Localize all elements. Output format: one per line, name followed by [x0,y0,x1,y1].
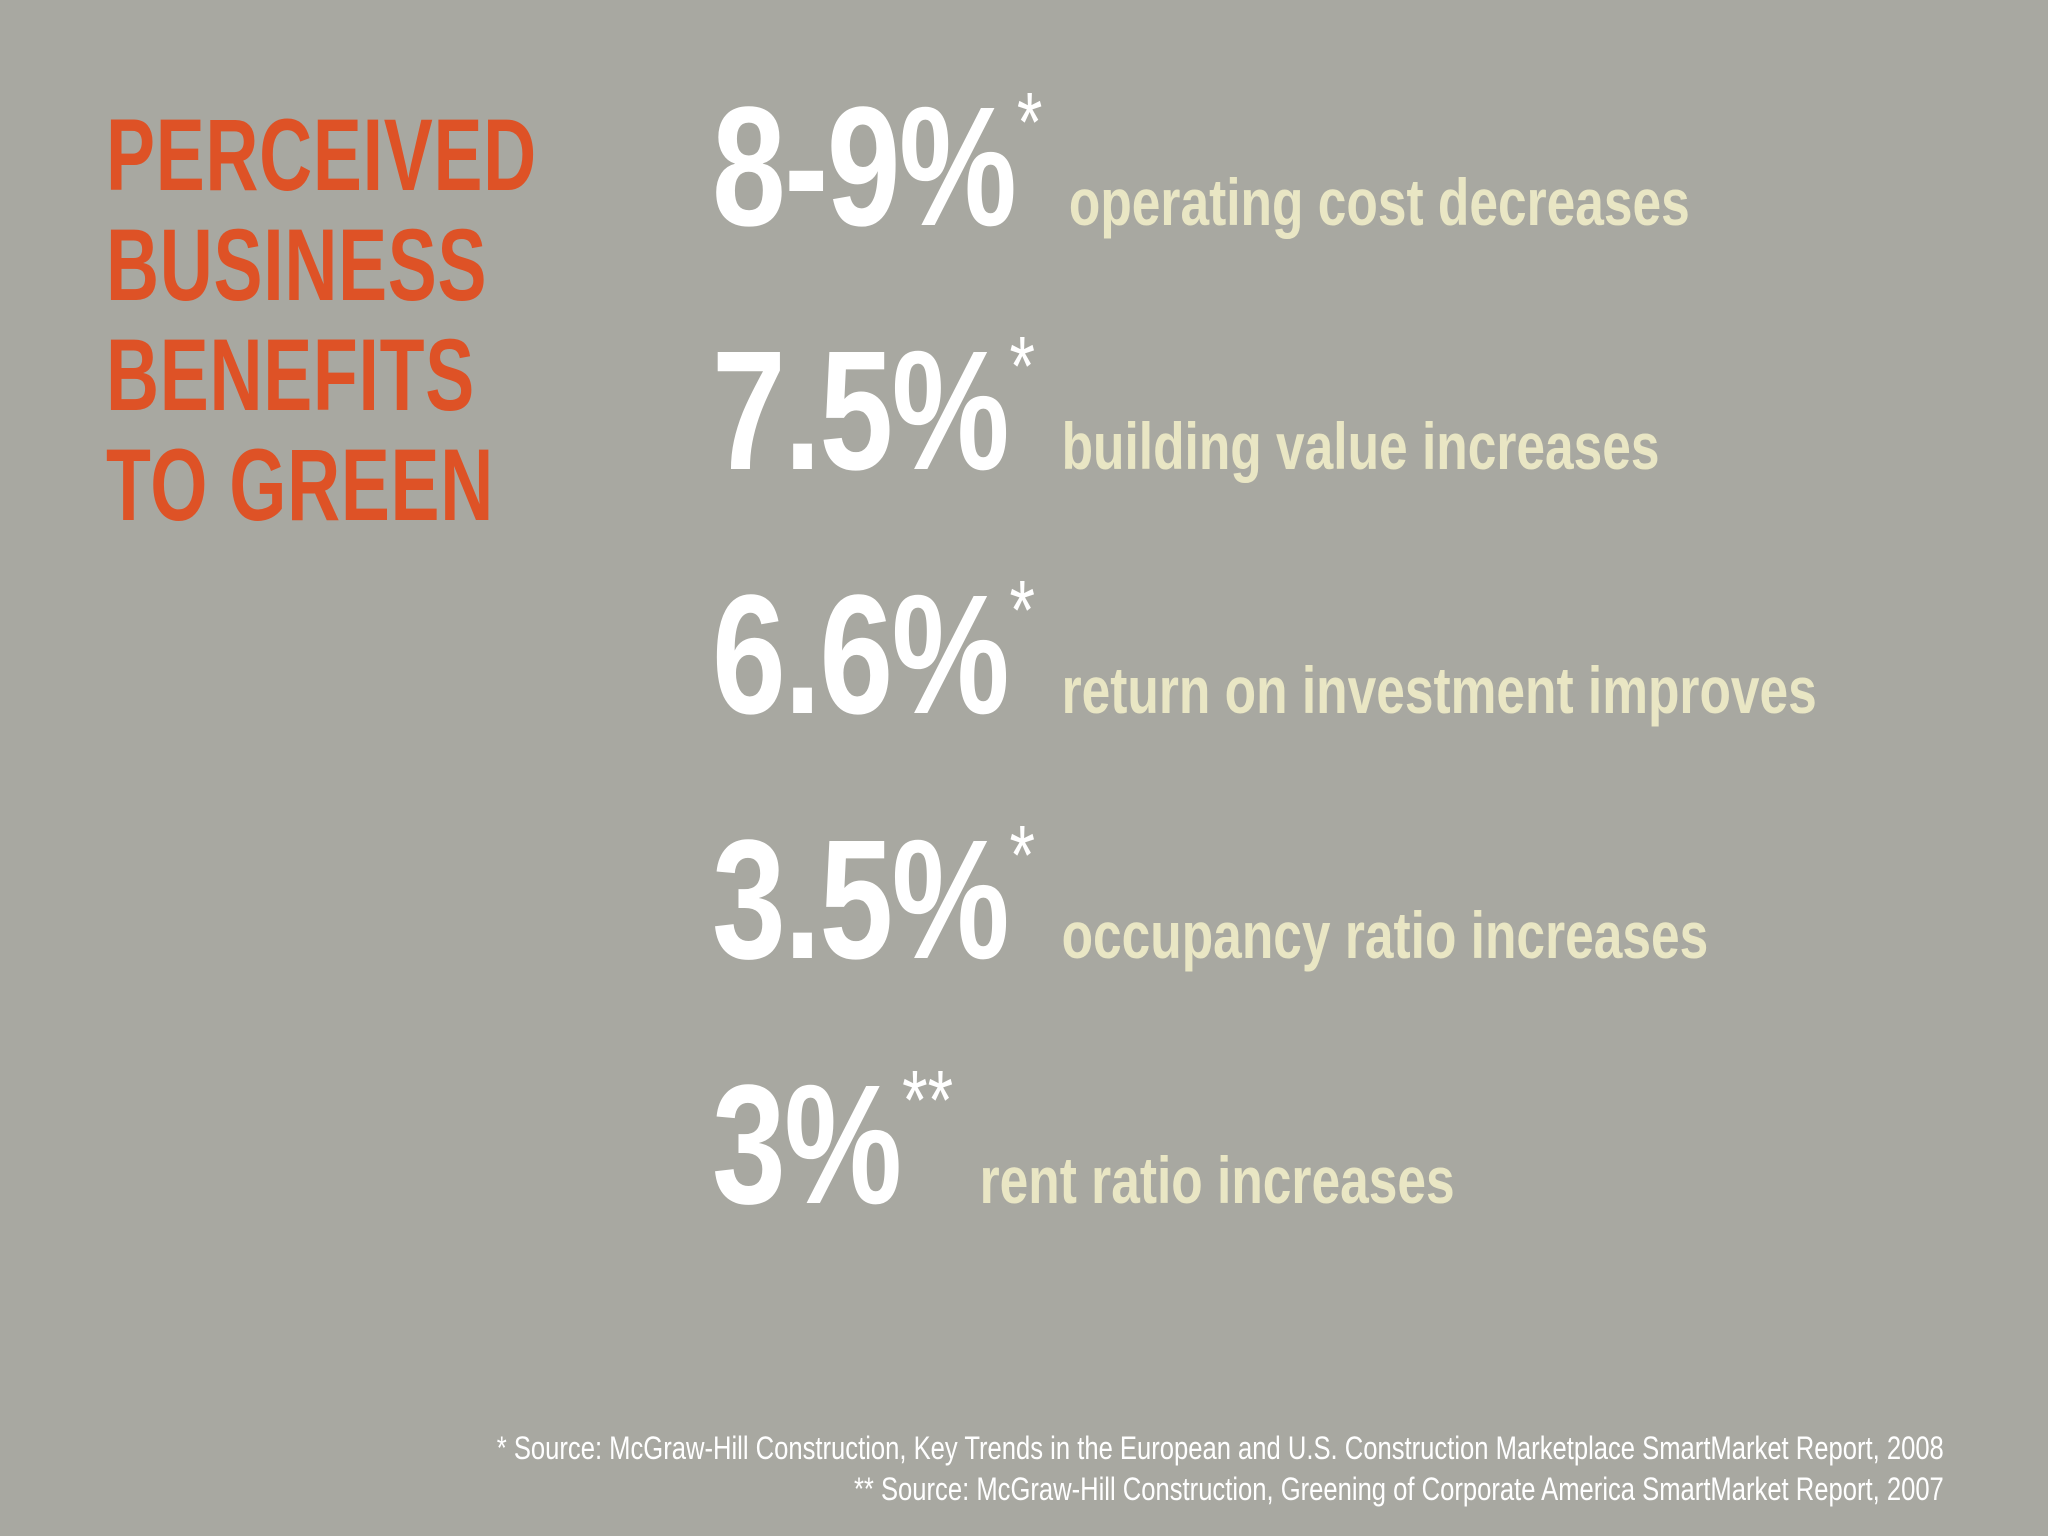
stat-building-value: 7.5%*building value increases [712,319,1660,496]
source-footnotes: * Source: McGraw-Hill Construction, Key … [497,1428,1944,1510]
stat-value: 7.5% [712,316,1010,506]
stat-operating-cost: 8-9%*operating cost decreases [712,75,1690,252]
title-line: BUSINESS [106,208,488,322]
stat-label: rent ratio increases [979,1143,1455,1217]
stat-occupancy: 3.5%*occupancy ratio increases [712,808,1709,985]
stat-label: operating cost decreases [1068,165,1690,239]
stat-value: 8-9% [712,72,1017,262]
footnote-mark: * [1009,563,1036,657]
stat-roi: 6.6%*return on investment improves [712,563,1817,740]
stat-value: 3% [712,1050,902,1240]
footnote-mark: * [1016,75,1043,169]
footnote-mark: * [1009,808,1036,902]
footnote-source-2: ** Source: McGraw-Hill Construction, Gre… [854,1471,1944,1507]
stat-label: building value increases [1061,409,1660,483]
footnote-source-1: * Source: McGraw-Hill Construction, Key … [496,1430,1944,1466]
footnote-mark: * [1009,319,1036,413]
title-line: TO GREEN [106,428,494,542]
slide-title: PERCEIVED BUSINESS BENEFITS TO GREEN [106,100,537,540]
stat-label: occupancy ratio increases [1061,898,1709,972]
title-line: PERCEIVED [106,98,537,212]
stat-label: return on investment improves [1061,653,1817,727]
stat-value: 3.5% [712,805,1010,995]
stat-rent-ratio: 3%**rent ratio increases [712,1053,1455,1230]
title-line: BENEFITS [106,318,475,432]
footnote-mark: ** [902,1053,954,1147]
stat-value: 6.6% [712,560,1010,750]
